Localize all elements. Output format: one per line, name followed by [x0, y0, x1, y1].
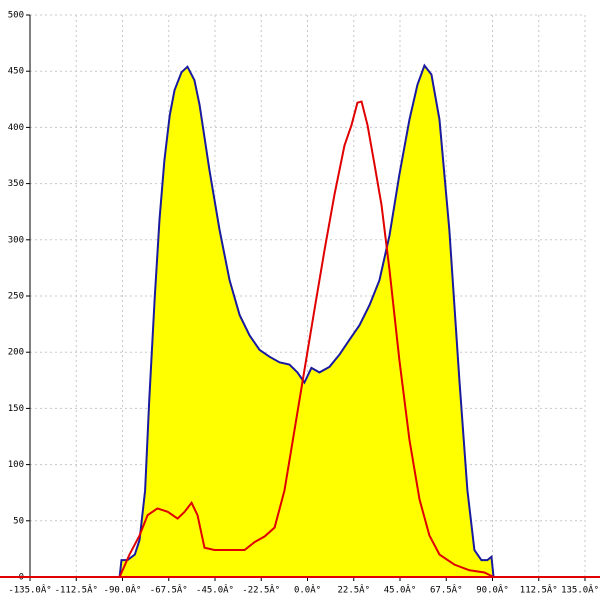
y-tick-label: 200: [8, 348, 24, 358]
x-tick-label: -135.0Â°: [8, 584, 51, 596]
x-tick-label: 135.0Â°: [561, 584, 599, 596]
x-tick-label: -22.5Â°: [242, 584, 280, 596]
y-tick-label: 500: [8, 11, 24, 21]
x-tick-label: 45.0Â°: [384, 584, 417, 596]
y-tick-label: 50: [13, 516, 24, 526]
x-tick-label: 90.0Â°: [476, 584, 509, 596]
y-tick-label: 100: [8, 460, 24, 470]
line: [118, 63, 495, 578]
y-tick-label: 450: [8, 67, 24, 77]
x-tick-label: -112.5Â°: [55, 584, 98, 596]
y-tick-label: 300: [8, 235, 24, 245]
x-tick-label: -67.5Â°: [150, 584, 188, 596]
x-tick-label: -45.0Â°: [196, 584, 234, 596]
x-tick-label: 0.0Â°: [294, 584, 321, 596]
y-tick-label: 150: [8, 404, 24, 414]
y-tick-label: 350: [8, 179, 24, 189]
x-tick-label: 67.5Â°: [430, 584, 463, 596]
line: [118, 100, 494, 578]
area: [119, 65, 494, 577]
y-tick-label: 400: [8, 123, 24, 133]
x-tick-label: 22.5Â°: [337, 584, 370, 596]
y-tick-label: 250: [8, 292, 24, 302]
x-tick-label: 112.5Â°: [520, 584, 558, 596]
x-tick-label: -90.0Â°: [104, 584, 142, 596]
